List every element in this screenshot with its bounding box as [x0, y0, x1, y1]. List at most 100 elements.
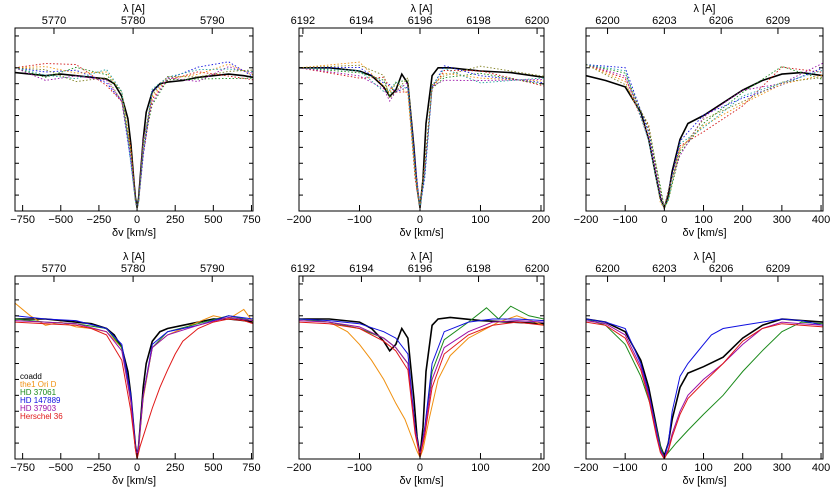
x-tick-label: 300 [773, 214, 791, 226]
x2-tick-label: 6203 [652, 263, 676, 275]
legend-entry: HD 147889 [20, 396, 61, 405]
x-tick-label: 750 [242, 214, 260, 226]
series-line-hd-37061 [586, 318, 823, 459]
x2-tick-label: 5770 [42, 15, 66, 27]
x2-tick-label: 6194 [349, 263, 373, 275]
x-tick-label: 0 [661, 214, 667, 226]
x-tick-label: 500 [204, 462, 222, 474]
x-tick-label: 0 [661, 462, 667, 474]
series-line-coadd [299, 67, 544, 208]
x2-tick-label: 6200 [595, 15, 619, 27]
x-tick-label: 0 [417, 462, 423, 474]
x-tick-label: −100 [613, 214, 638, 226]
x2-tick-label: 6198 [466, 263, 490, 275]
panel-bottom-middle: −200 −100 0 100 200 δv [km/s] 6192 6194 6196 6198… [287, 251, 551, 487]
series-line-herschel-36 [15, 318, 253, 459]
x-tick-label: 200 [734, 214, 752, 226]
x-tick-label: 0 [134, 214, 140, 226]
series-line-star-dotted-2 [299, 65, 544, 208]
series-line-coadd [299, 316, 544, 456]
x-tick-label: −200 [574, 214, 599, 226]
series-line-star-dotted-6 [586, 64, 823, 208]
x2-tick-label: 6206 [709, 263, 733, 275]
series-line-hd-147889 [586, 318, 823, 459]
x2-tick-label: 6203 [652, 15, 676, 27]
x2-tick-label: 6209 [766, 263, 790, 275]
x-tick-label: 200 [532, 214, 550, 226]
x-axis-label: δv [km/s] [682, 475, 726, 487]
x-tick-label: 100 [471, 214, 489, 226]
legend-entry: coadd [20, 372, 42, 381]
x-tick-label: 100 [471, 462, 489, 474]
x-tick-label: −500 [48, 462, 73, 474]
x2-axis-label: λ [A] [123, 251, 145, 263]
panel-top-middle: −200 −100 0 100 200 δv [km/s] 6192 6194 6196 6198… [287, 3, 551, 239]
x2-tick-label: 5780 [121, 263, 145, 275]
x-axis-label: δv [km/s] [682, 227, 726, 239]
x-tick-label: −100 [347, 214, 372, 226]
x-tick-label: 100 [694, 214, 712, 226]
x2-axis-label: λ [A] [693, 3, 715, 15]
x-tick-label: −500 [48, 214, 73, 226]
panel-top-right: −200 −100 0 100 200 300 400 δv [km/s] 6200 6203 62… [574, 3, 831, 239]
x-tick-label: 300 [773, 462, 791, 474]
x-tick-label: −100 [613, 462, 638, 474]
series-line-the1-ori-d [15, 302, 253, 459]
panel-bottom-left: −750 −500 −250 0 250 500 750 δv [km/s] 5770 5780 5… [10, 251, 260, 487]
legend-entry: HD 37903 [20, 404, 57, 413]
x-axis-label: δv [km/s] [399, 475, 443, 487]
x-tick-label: −250 [87, 462, 112, 474]
x-tick-label: −750 [10, 214, 35, 226]
x-tick-label: 200 [734, 462, 752, 474]
series-line-star-dotted-5 [586, 64, 823, 209]
x-tick-label: 750 [242, 462, 260, 474]
legend-entry: Herschel 36 [20, 412, 63, 421]
x-axis-label: δv [km/s] [112, 227, 156, 239]
legend-entry: the1 Ori D [20, 380, 57, 389]
x2-tick-label: 6209 [766, 15, 790, 27]
x2-tick-label: 6192 [291, 15, 315, 27]
series-line-star-dotted-0 [299, 67, 544, 208]
x-tick-label: 250 [166, 462, 184, 474]
series-line-star-dotted-6 [15, 67, 253, 208]
x2-tick-label: 6198 [466, 15, 490, 27]
x2-tick-label: 6192 [291, 263, 315, 275]
x2-axis-label: λ [A] [410, 3, 432, 15]
series-line-the1-ori-d [299, 315, 544, 459]
plot-area [299, 305, 544, 459]
axes-frame [585, 27, 824, 212]
axes-frame [298, 275, 545, 460]
plot-area [299, 61, 544, 208]
series-line-coadd [586, 71, 823, 211]
plot-area [586, 62, 823, 211]
axes-frame [298, 27, 545, 212]
x-tick-label: 500 [204, 214, 222, 226]
x2-axis-label: λ [A] [410, 251, 432, 263]
panel-bottom-right: −200 −100 0 100 200 300 400 δv [km/s] 6200 6203 62… [574, 251, 831, 487]
series-line-star-dotted-3 [299, 61, 544, 208]
axes-frame [585, 275, 824, 460]
x-tick-label: 200 [532, 462, 550, 474]
series-line-star-dotted-5 [299, 67, 544, 208]
plot-area [15, 302, 253, 459]
x2-tick-label: 5790 [200, 15, 224, 27]
x-tick-label: −750 [10, 462, 35, 474]
x-tick-label: −250 [87, 214, 112, 226]
axes-frame [14, 275, 254, 460]
x-axis-label: δv [km/s] [112, 475, 156, 487]
x2-tick-label: 5770 [42, 263, 66, 275]
x-tick-label: −200 [574, 462, 599, 474]
x2-tick-label: 5790 [200, 263, 224, 275]
series-line-coadd [586, 318, 823, 459]
x2-tick-label: 6200 [525, 15, 549, 27]
x2-tick-label: 6200 [525, 263, 549, 275]
plot-area [586, 318, 823, 459]
axes-frame [14, 27, 254, 212]
panel-top-left: −750 −500 −250 0 250 500 750 δv [km/s] 5770 5780 5… [10, 3, 260, 239]
x2-tick-label: 6200 [595, 263, 619, 275]
x2-tick-label: 6206 [709, 15, 733, 27]
x-tick-label: 400 [812, 462, 830, 474]
x-tick-label: −200 [287, 214, 312, 226]
